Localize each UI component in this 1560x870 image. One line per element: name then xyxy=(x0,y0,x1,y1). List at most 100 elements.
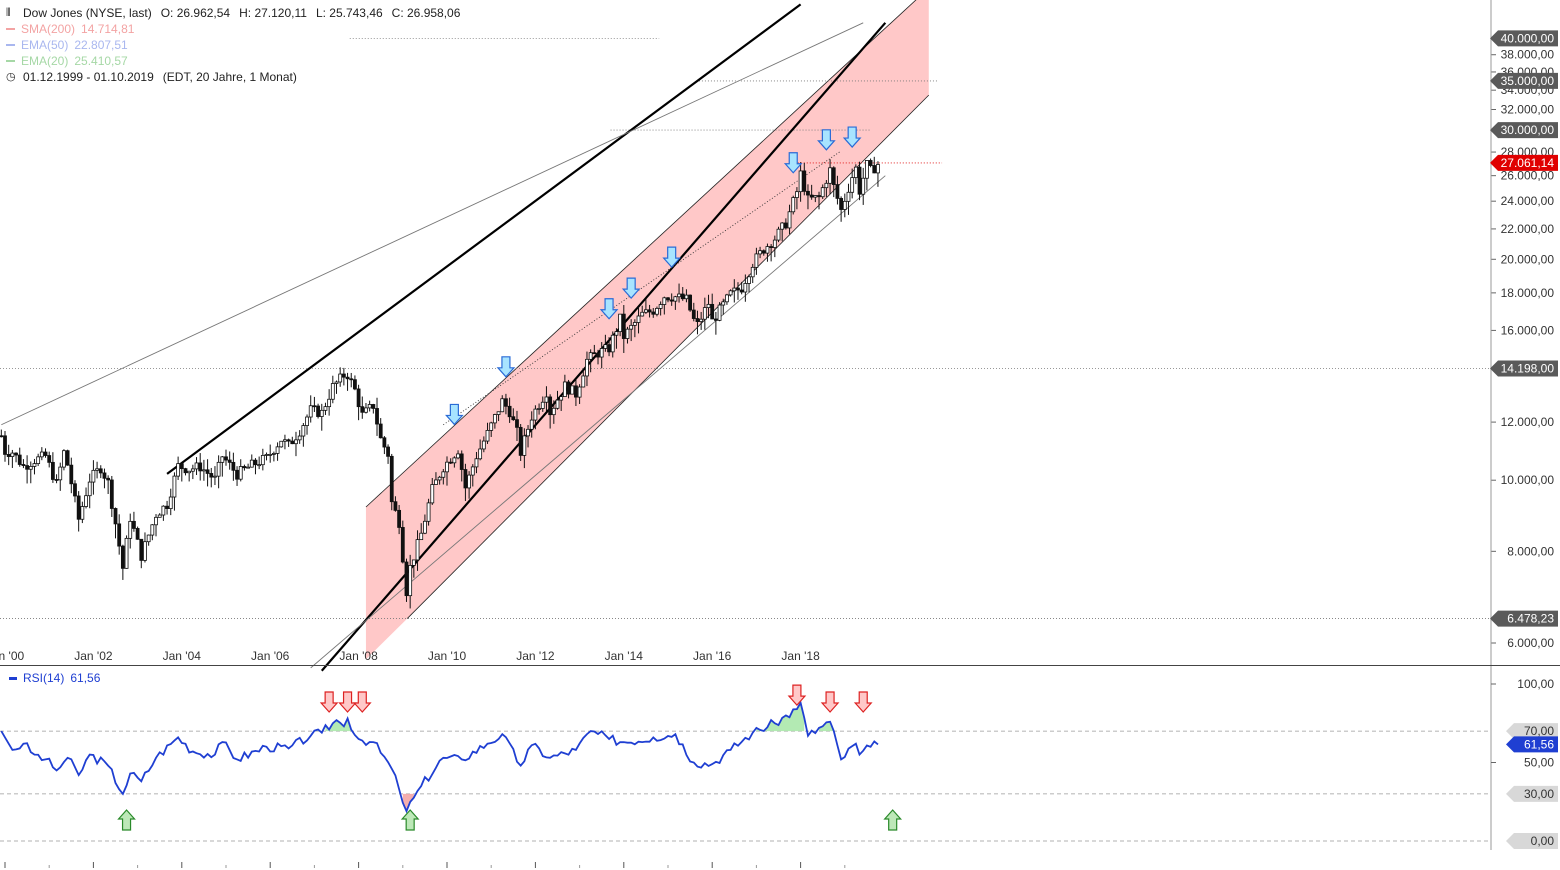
candle-body xyxy=(330,383,335,400)
candle-body xyxy=(213,475,217,478)
candle-body xyxy=(669,299,674,302)
price-badge-bg xyxy=(1490,154,1558,171)
candle-body xyxy=(190,468,195,472)
candle-body xyxy=(286,439,291,442)
candle-body xyxy=(367,404,372,409)
candle-body xyxy=(246,466,251,469)
x-tick-label: Jan '16 xyxy=(693,649,732,663)
candle-body xyxy=(485,429,490,442)
candle-body xyxy=(684,294,689,300)
candle-body xyxy=(308,405,313,418)
candle-body xyxy=(260,454,265,466)
candle-body xyxy=(157,514,162,518)
candle-body xyxy=(780,222,785,230)
candle-body xyxy=(106,477,111,481)
candle-body xyxy=(596,353,600,358)
candle-body xyxy=(176,463,181,477)
candle-body xyxy=(6,454,11,457)
candle-body xyxy=(312,405,317,408)
candle-body xyxy=(614,331,619,336)
rsi-level-badge-bg xyxy=(1506,723,1558,740)
rsi-buy-arrow xyxy=(117,809,136,831)
indicator-ema50[interactable]: EMA(50) 22.807,51 xyxy=(6,37,460,53)
candle-body xyxy=(400,527,405,563)
open-value: O: 26.962,54 xyxy=(160,6,231,20)
candle-body xyxy=(146,534,151,543)
candle-body xyxy=(463,469,468,489)
candle-body xyxy=(50,461,55,480)
candle-body xyxy=(113,508,118,525)
price-badge-bg xyxy=(1490,360,1558,377)
candle-body xyxy=(806,190,810,196)
candle-body xyxy=(750,266,755,278)
candle-body xyxy=(139,538,144,561)
price-badge-label: 30.000,00 xyxy=(1501,123,1555,137)
candle-body xyxy=(25,465,30,470)
candle-body xyxy=(489,422,494,431)
indicator-sma200[interactable]: SMA(200) 14.714,81 xyxy=(6,21,460,37)
rsi-tick-label: 70,00 xyxy=(1524,724,1554,738)
candle-body xyxy=(441,471,446,478)
candle-body xyxy=(76,495,81,520)
trend-line xyxy=(443,150,842,426)
x-tick-label: Jan '08 xyxy=(339,649,378,663)
candle-body xyxy=(526,428,530,437)
candle-body xyxy=(577,386,582,398)
candle-body xyxy=(135,528,140,540)
indicator-value: 25.410,57 xyxy=(74,54,128,68)
candle-body xyxy=(39,451,44,458)
candle-body xyxy=(32,463,37,467)
indicator-value: 14.714,81 xyxy=(81,22,135,36)
price-badge: 30.000,00 xyxy=(1490,122,1558,139)
candle-body xyxy=(109,479,114,509)
rsi-line xyxy=(0,700,879,814)
candle-body xyxy=(334,381,339,384)
sell-signal-arrow xyxy=(621,277,641,300)
candle-body xyxy=(338,373,343,383)
candle-body xyxy=(275,446,280,454)
candle-body xyxy=(504,398,508,407)
rsi-overbought-fill xyxy=(325,718,352,732)
candle-body xyxy=(857,166,862,195)
candle-body xyxy=(378,423,383,439)
candle-body xyxy=(235,469,239,480)
candle-body xyxy=(655,308,659,315)
ema20-swatch xyxy=(6,60,15,62)
candle-body xyxy=(562,381,567,398)
candle-body xyxy=(268,453,273,456)
candle-body xyxy=(345,376,350,380)
candle-body xyxy=(393,501,398,511)
candle-body xyxy=(717,304,722,321)
indicator-ema20[interactable]: EMA(20) 25.410,57 xyxy=(6,53,460,69)
candle-body xyxy=(868,160,873,166)
candle-body xyxy=(316,405,320,417)
rsi-sell-arrow xyxy=(787,684,807,707)
candle-body xyxy=(861,177,866,195)
period-info: (EDT, 20 Jahre, 1 Monat) xyxy=(162,70,297,84)
candle-body xyxy=(279,440,284,448)
candle-body xyxy=(404,561,409,597)
sell-signal-arrow xyxy=(783,152,803,174)
x-tick-label: Jan '00 xyxy=(0,649,24,663)
candle-body xyxy=(666,297,670,301)
rsi-legend[interactable]: RSI(14) 61,56 xyxy=(9,671,100,685)
x-tick-label: Jan '14 xyxy=(605,649,644,663)
candle-body xyxy=(102,472,107,479)
candle-body xyxy=(419,532,424,541)
close-value: C: 26.958,06 xyxy=(391,6,461,20)
period-row: ◷ 01.12.1999 - 01.10.2019 (EDT, 20 Jahre… xyxy=(6,69,460,85)
candle-body xyxy=(253,459,258,466)
candle-body xyxy=(824,182,829,189)
sell-signal-arrow xyxy=(842,126,862,148)
price-panel xyxy=(0,0,1490,672)
candle-body xyxy=(551,407,556,416)
x-tick-label: Jan '06 xyxy=(251,649,290,663)
candle-body xyxy=(754,253,759,268)
y-tick-label: 22.000,00 xyxy=(1501,222,1555,236)
channel-lower-edge xyxy=(406,94,930,619)
candle-body xyxy=(165,505,169,509)
candle-body xyxy=(739,289,744,293)
date-range: 01.12.1999 - 01.10.2019 xyxy=(23,70,154,84)
candle-body xyxy=(124,537,129,569)
